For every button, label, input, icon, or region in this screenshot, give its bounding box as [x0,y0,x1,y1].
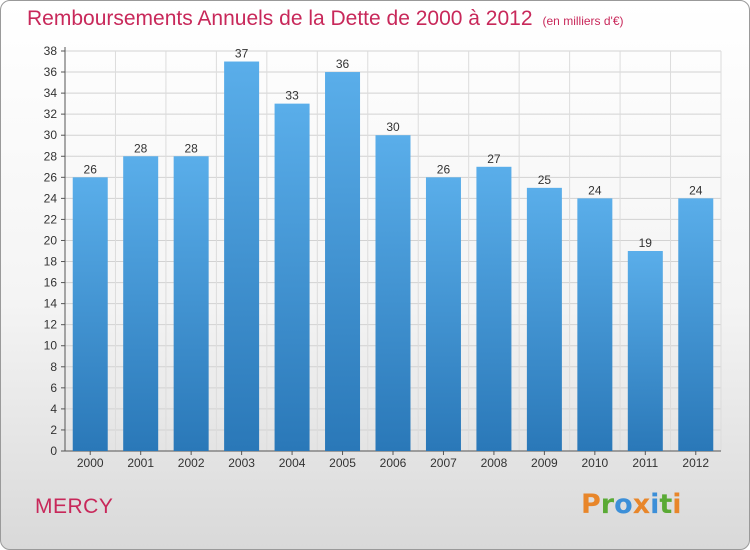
y-tick-label: 38 [44,44,58,58]
y-tick-label: 10 [44,339,58,353]
x-tick-label: 2008 [481,456,508,470]
proxiti-logo[interactable]: Proxiti [581,489,682,520]
data-label: 28 [184,141,198,155]
y-tick-label: 12 [44,318,58,332]
chart-title-text: Remboursements Annuels de la Dette de 20… [27,7,533,30]
data-label: 30 [386,120,400,134]
data-label: 37 [235,47,249,61]
bar [577,198,613,451]
bar [476,166,512,451]
y-tick-label: 28 [44,149,58,163]
logo-letter: P [581,489,601,520]
bar [678,198,714,451]
x-tick-label: 2009 [531,456,558,470]
data-label: 24 [689,183,703,197]
data-label: 19 [639,236,653,250]
bars [72,61,714,452]
y-tick-label: 20 [44,233,58,247]
x-tick-label: 2004 [279,456,306,470]
bar [274,103,310,451]
chart-subtitle: (en milliers d'€) [542,14,624,28]
y-tick-label: 24 [44,191,58,205]
x-tick-label: 2007 [430,456,457,470]
y-tick-label: 16 [44,276,58,290]
bar [224,61,260,452]
y-tick-label: 4 [50,402,57,416]
y-tick-label: 8 [50,360,57,374]
x-tick-label: 2006 [380,456,407,470]
bar [325,72,361,451]
y-tick-label: 0 [50,444,57,458]
labels: 0246810121416182022242628303234363826200… [44,44,710,470]
bar [526,187,562,451]
x-tick-label: 2010 [581,456,608,470]
x-tick-label: 2003 [228,456,255,470]
x-tick-label: 2012 [682,456,709,470]
data-label: 26 [437,162,451,176]
y-tick-label: 34 [44,86,58,100]
y-tick-label: 6 [50,381,57,395]
y-tick-label: 36 [44,65,58,79]
data-label: 33 [285,89,299,103]
data-label: 26 [84,162,98,176]
y-tick-label: 2 [50,423,57,437]
chart-title: Remboursements Annuels de la Dette de 20… [27,7,624,31]
bar [173,156,209,451]
logo-letter: i [650,489,660,520]
y-tick-label: 30 [44,128,58,142]
city-name: MERCY [35,495,114,518]
logo-letter: x [632,489,651,520]
y-tick-label: 32 [44,107,58,121]
x-tick-label: 2000 [77,456,104,470]
y-tick-label: 18 [44,255,58,269]
data-label: 27 [487,152,501,166]
data-label: 24 [588,183,602,197]
x-tick-label: 2011 [632,456,658,470]
x-tick-label: 2002 [178,456,205,470]
bar [72,177,108,451]
bar [627,251,663,451]
logo-letter: o [614,489,633,520]
bar [123,156,159,451]
bar [425,177,461,451]
logo-letter: i [672,489,682,520]
logo-letter: r [600,489,615,520]
y-tick-label: 22 [44,212,58,226]
data-label: 28 [134,141,148,155]
logo-letter: t [659,489,673,520]
x-tick-label: 2005 [329,456,356,470]
y-tick-label: 14 [44,297,58,311]
data-label: 36 [336,57,350,71]
y-tick-label: 26 [44,170,58,184]
x-tick-label: 2001 [127,456,154,470]
bar [375,135,411,452]
data-label: 25 [538,173,552,187]
